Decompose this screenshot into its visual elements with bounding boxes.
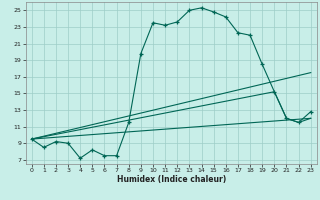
X-axis label: Humidex (Indice chaleur): Humidex (Indice chaleur) xyxy=(116,175,226,184)
